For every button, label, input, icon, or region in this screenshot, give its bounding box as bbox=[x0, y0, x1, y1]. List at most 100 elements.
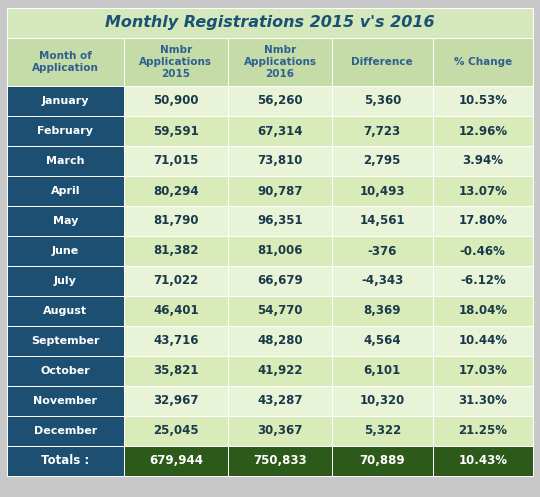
Text: 90,787: 90,787 bbox=[257, 184, 303, 197]
Text: Nmbr
Applications
2015: Nmbr Applications 2015 bbox=[139, 45, 212, 79]
FancyBboxPatch shape bbox=[433, 266, 533, 296]
FancyBboxPatch shape bbox=[433, 386, 533, 416]
Text: 96,351: 96,351 bbox=[257, 215, 303, 228]
FancyBboxPatch shape bbox=[433, 416, 533, 446]
Text: January: January bbox=[42, 96, 89, 106]
Text: 59,591: 59,591 bbox=[153, 125, 199, 138]
FancyBboxPatch shape bbox=[124, 446, 228, 476]
FancyBboxPatch shape bbox=[332, 446, 433, 476]
FancyBboxPatch shape bbox=[332, 86, 433, 116]
FancyBboxPatch shape bbox=[7, 146, 124, 176]
FancyBboxPatch shape bbox=[332, 416, 433, 446]
FancyBboxPatch shape bbox=[124, 326, 228, 356]
Text: 43,716: 43,716 bbox=[153, 334, 199, 347]
FancyBboxPatch shape bbox=[228, 176, 332, 206]
Text: May: May bbox=[53, 216, 78, 226]
Text: 8,369: 8,369 bbox=[363, 305, 401, 318]
Text: 18.04%: 18.04% bbox=[458, 305, 507, 318]
Text: 13.07%: 13.07% bbox=[458, 184, 507, 197]
Text: 3.94%: 3.94% bbox=[462, 155, 503, 167]
Text: September: September bbox=[31, 336, 100, 346]
Text: 4,564: 4,564 bbox=[363, 334, 401, 347]
Text: February: February bbox=[37, 126, 93, 136]
Text: -0.46%: -0.46% bbox=[460, 245, 505, 257]
FancyBboxPatch shape bbox=[124, 206, 228, 236]
FancyBboxPatch shape bbox=[228, 446, 332, 476]
FancyBboxPatch shape bbox=[228, 356, 332, 386]
FancyBboxPatch shape bbox=[124, 416, 228, 446]
Text: 71,015: 71,015 bbox=[153, 155, 199, 167]
FancyBboxPatch shape bbox=[7, 86, 124, 116]
Text: 81,006: 81,006 bbox=[257, 245, 303, 257]
FancyBboxPatch shape bbox=[7, 266, 124, 296]
FancyBboxPatch shape bbox=[7, 416, 124, 446]
Text: 10.53%: 10.53% bbox=[458, 94, 507, 107]
Text: 50,900: 50,900 bbox=[153, 94, 199, 107]
Text: 35,821: 35,821 bbox=[153, 364, 199, 378]
FancyBboxPatch shape bbox=[228, 416, 332, 446]
Text: 10.43%: 10.43% bbox=[458, 454, 507, 468]
FancyBboxPatch shape bbox=[124, 116, 228, 146]
FancyBboxPatch shape bbox=[228, 206, 332, 236]
Text: 81,382: 81,382 bbox=[153, 245, 199, 257]
Text: 14,561: 14,561 bbox=[360, 215, 405, 228]
FancyBboxPatch shape bbox=[433, 326, 533, 356]
FancyBboxPatch shape bbox=[7, 296, 124, 326]
Text: 46,401: 46,401 bbox=[153, 305, 199, 318]
Text: 7,723: 7,723 bbox=[364, 125, 401, 138]
Text: % Change: % Change bbox=[454, 57, 512, 67]
Text: March: March bbox=[46, 156, 85, 166]
FancyBboxPatch shape bbox=[433, 296, 533, 326]
Text: 48,280: 48,280 bbox=[257, 334, 303, 347]
FancyBboxPatch shape bbox=[7, 8, 533, 38]
Text: Nmbr
Applications
2016: Nmbr Applications 2016 bbox=[244, 45, 316, 79]
Text: -4,343: -4,343 bbox=[361, 274, 403, 287]
Text: Month of
Application: Month of Application bbox=[32, 51, 99, 73]
Text: 32,967: 32,967 bbox=[153, 395, 199, 408]
Text: Totals :: Totals : bbox=[41, 454, 90, 468]
Text: Monthly Registrations 2015 v's 2016: Monthly Registrations 2015 v's 2016 bbox=[105, 15, 435, 30]
Text: June: June bbox=[52, 246, 79, 256]
Text: November: November bbox=[33, 396, 97, 406]
Text: 5,360: 5,360 bbox=[363, 94, 401, 107]
FancyBboxPatch shape bbox=[228, 326, 332, 356]
FancyBboxPatch shape bbox=[228, 86, 332, 116]
Text: 43,287: 43,287 bbox=[257, 395, 303, 408]
Text: 25,045: 25,045 bbox=[153, 424, 199, 437]
Text: Difference: Difference bbox=[352, 57, 413, 67]
Text: 70,889: 70,889 bbox=[360, 454, 405, 468]
Text: 66,679: 66,679 bbox=[257, 274, 303, 287]
FancyBboxPatch shape bbox=[433, 116, 533, 146]
FancyBboxPatch shape bbox=[228, 116, 332, 146]
FancyBboxPatch shape bbox=[433, 146, 533, 176]
Text: 81,790: 81,790 bbox=[153, 215, 199, 228]
FancyBboxPatch shape bbox=[433, 176, 533, 206]
Text: April: April bbox=[51, 186, 80, 196]
FancyBboxPatch shape bbox=[7, 206, 124, 236]
Text: 31.30%: 31.30% bbox=[458, 395, 507, 408]
Text: 56,260: 56,260 bbox=[257, 94, 303, 107]
Text: 17.03%: 17.03% bbox=[458, 364, 507, 378]
FancyBboxPatch shape bbox=[433, 356, 533, 386]
FancyBboxPatch shape bbox=[124, 266, 228, 296]
Text: 30,367: 30,367 bbox=[257, 424, 303, 437]
FancyBboxPatch shape bbox=[7, 356, 124, 386]
Text: 6,101: 6,101 bbox=[363, 364, 401, 378]
FancyBboxPatch shape bbox=[332, 116, 433, 146]
FancyBboxPatch shape bbox=[124, 86, 228, 116]
FancyBboxPatch shape bbox=[332, 296, 433, 326]
Text: -376: -376 bbox=[368, 245, 397, 257]
FancyBboxPatch shape bbox=[332, 38, 433, 86]
Text: -6.12%: -6.12% bbox=[460, 274, 505, 287]
FancyBboxPatch shape bbox=[433, 86, 533, 116]
FancyBboxPatch shape bbox=[228, 38, 332, 86]
FancyBboxPatch shape bbox=[7, 236, 124, 266]
Text: July: July bbox=[54, 276, 77, 286]
FancyBboxPatch shape bbox=[7, 176, 124, 206]
FancyBboxPatch shape bbox=[7, 38, 124, 86]
Text: 71,022: 71,022 bbox=[153, 274, 199, 287]
FancyBboxPatch shape bbox=[433, 38, 533, 86]
FancyBboxPatch shape bbox=[124, 176, 228, 206]
Text: 10.44%: 10.44% bbox=[458, 334, 507, 347]
Text: 10,493: 10,493 bbox=[360, 184, 405, 197]
